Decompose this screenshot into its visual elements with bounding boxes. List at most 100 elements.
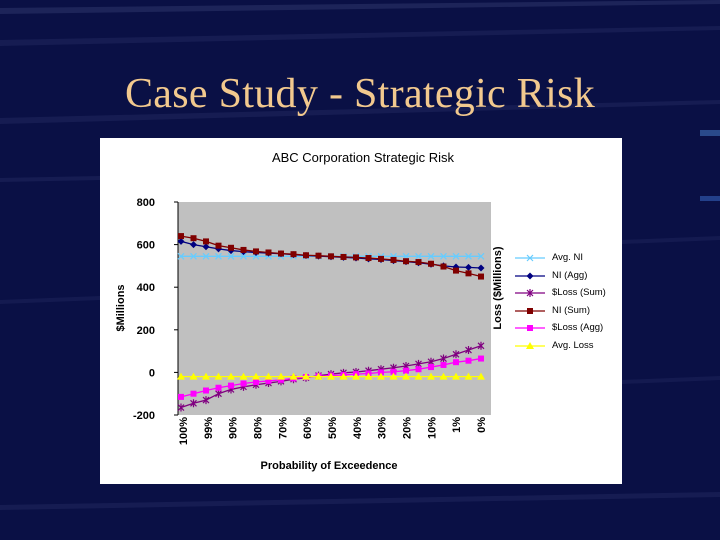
- data-point: [477, 264, 485, 272]
- data-point: [190, 399, 197, 408]
- data-point: [526, 254, 534, 262]
- legend-item: Avg. NI: [513, 251, 617, 265]
- data-point: [264, 372, 273, 380]
- plot-area: [178, 202, 491, 415]
- data-point: [253, 378, 259, 385]
- data-point: [303, 252, 309, 259]
- data-point: [202, 252, 210, 260]
- legend-item: NI (Agg): [513, 269, 617, 283]
- data-point: [178, 393, 184, 400]
- data-point: [414, 372, 423, 380]
- data-point: [203, 238, 209, 245]
- legend-swatch: [515, 289, 545, 298]
- data-point: [215, 384, 222, 391]
- data-point: [390, 256, 397, 263]
- data-point: [278, 376, 284, 383]
- data-point: [527, 325, 533, 332]
- data-point: [314, 372, 323, 380]
- data-point: [215, 252, 222, 260]
- data-point: [478, 355, 484, 362]
- x-tick-label: 40%: [352, 417, 364, 439]
- y-tick-label: 800: [137, 197, 155, 209]
- data-point: [178, 233, 184, 240]
- data-point: [465, 270, 472, 277]
- x-tick-label: 30%: [377, 417, 389, 439]
- data-point: [240, 252, 247, 260]
- data-point: [240, 246, 247, 253]
- data-point: [190, 241, 197, 249]
- x-tick-label: 0%: [476, 417, 488, 433]
- legend-item: $Loss (Sum): [513, 286, 617, 300]
- data-point: [465, 252, 472, 260]
- series-layer: [177, 233, 485, 412]
- legend-label: NI (Agg): [552, 269, 588, 281]
- x-tick-label: 10%: [426, 417, 438, 439]
- series-ni-sum: [178, 233, 484, 280]
- data-point: [389, 372, 398, 380]
- y-tick-label: -200: [133, 410, 155, 422]
- data-point: [365, 255, 372, 262]
- data-point: [526, 342, 534, 349]
- data-point: [240, 380, 247, 387]
- legend-swatch: [515, 254, 545, 262]
- data-point: [214, 372, 223, 380]
- data-point: [452, 252, 460, 260]
- chart-legend: Avg. NI NI (Agg) $Loss (Sum) NI (Sum) $Loss …: [513, 251, 617, 361]
- data-point: [190, 390, 197, 397]
- y2-axis-label: Loss ($Millions): [492, 246, 504, 329]
- legend-item: $Loss (Agg): [513, 321, 617, 335]
- data-point: [353, 254, 359, 261]
- legend-swatch: [515, 342, 545, 349]
- data-point: [203, 387, 209, 394]
- data-point: [277, 372, 285, 380]
- data-point: [527, 307, 533, 314]
- x-tick-label: 20%: [402, 417, 414, 439]
- data-point: [215, 389, 222, 398]
- x-tick-label: 50%: [327, 417, 339, 439]
- data-point: [415, 259, 422, 266]
- data-point: [428, 364, 434, 371]
- data-point: [378, 255, 384, 262]
- data-point: [453, 267, 459, 274]
- legend-item: NI (Sum): [513, 304, 617, 318]
- data-point: [290, 251, 297, 258]
- data-point: [452, 350, 460, 359]
- data-point: [190, 235, 197, 242]
- x-axis-label: Probability of Exceedence: [261, 460, 398, 472]
- legend-label: $Loss (Sum): [552, 287, 606, 299]
- data-point: [477, 252, 485, 260]
- data-point: [190, 252, 197, 260]
- data-point: [526, 272, 534, 280]
- data-point: [377, 372, 385, 380]
- y-tick-label: 400: [137, 282, 155, 294]
- data-point: [440, 252, 447, 260]
- data-point: [228, 244, 234, 251]
- data-point: [415, 252, 422, 260]
- data-point: [177, 252, 185, 260]
- series-avg-loss: [177, 372, 485, 380]
- data-point: [427, 252, 435, 260]
- x-tick-label: 70%: [277, 417, 289, 439]
- legend-label: NI (Sum): [552, 304, 590, 316]
- data-point: [452, 372, 460, 380]
- slide-title: Case Study - Strategic Risk: [124, 71, 596, 117]
- x-tick-label: 99%: [203, 417, 215, 439]
- data-point: [265, 249, 272, 256]
- data-point: [228, 382, 234, 389]
- data-point: [465, 263, 472, 271]
- data-point: [239, 372, 248, 380]
- data-point: [453, 359, 459, 366]
- data-point: [278, 250, 284, 257]
- chart-panel: ABC Corporation Strategic Risk -200 0 200 4…: [100, 138, 622, 484]
- data-point: [265, 377, 272, 384]
- data-point: [478, 273, 484, 280]
- y-tick-label: 600: [137, 240, 155, 252]
- data-point: [378, 369, 384, 376]
- legend-swatch: [515, 272, 545, 280]
- data-point: [177, 403, 185, 412]
- legend-label: Avg. NI: [552, 252, 583, 263]
- x-tick-label: 90%: [228, 417, 240, 439]
- x-tick-label: 80%: [253, 417, 265, 439]
- data-point: [340, 253, 347, 260]
